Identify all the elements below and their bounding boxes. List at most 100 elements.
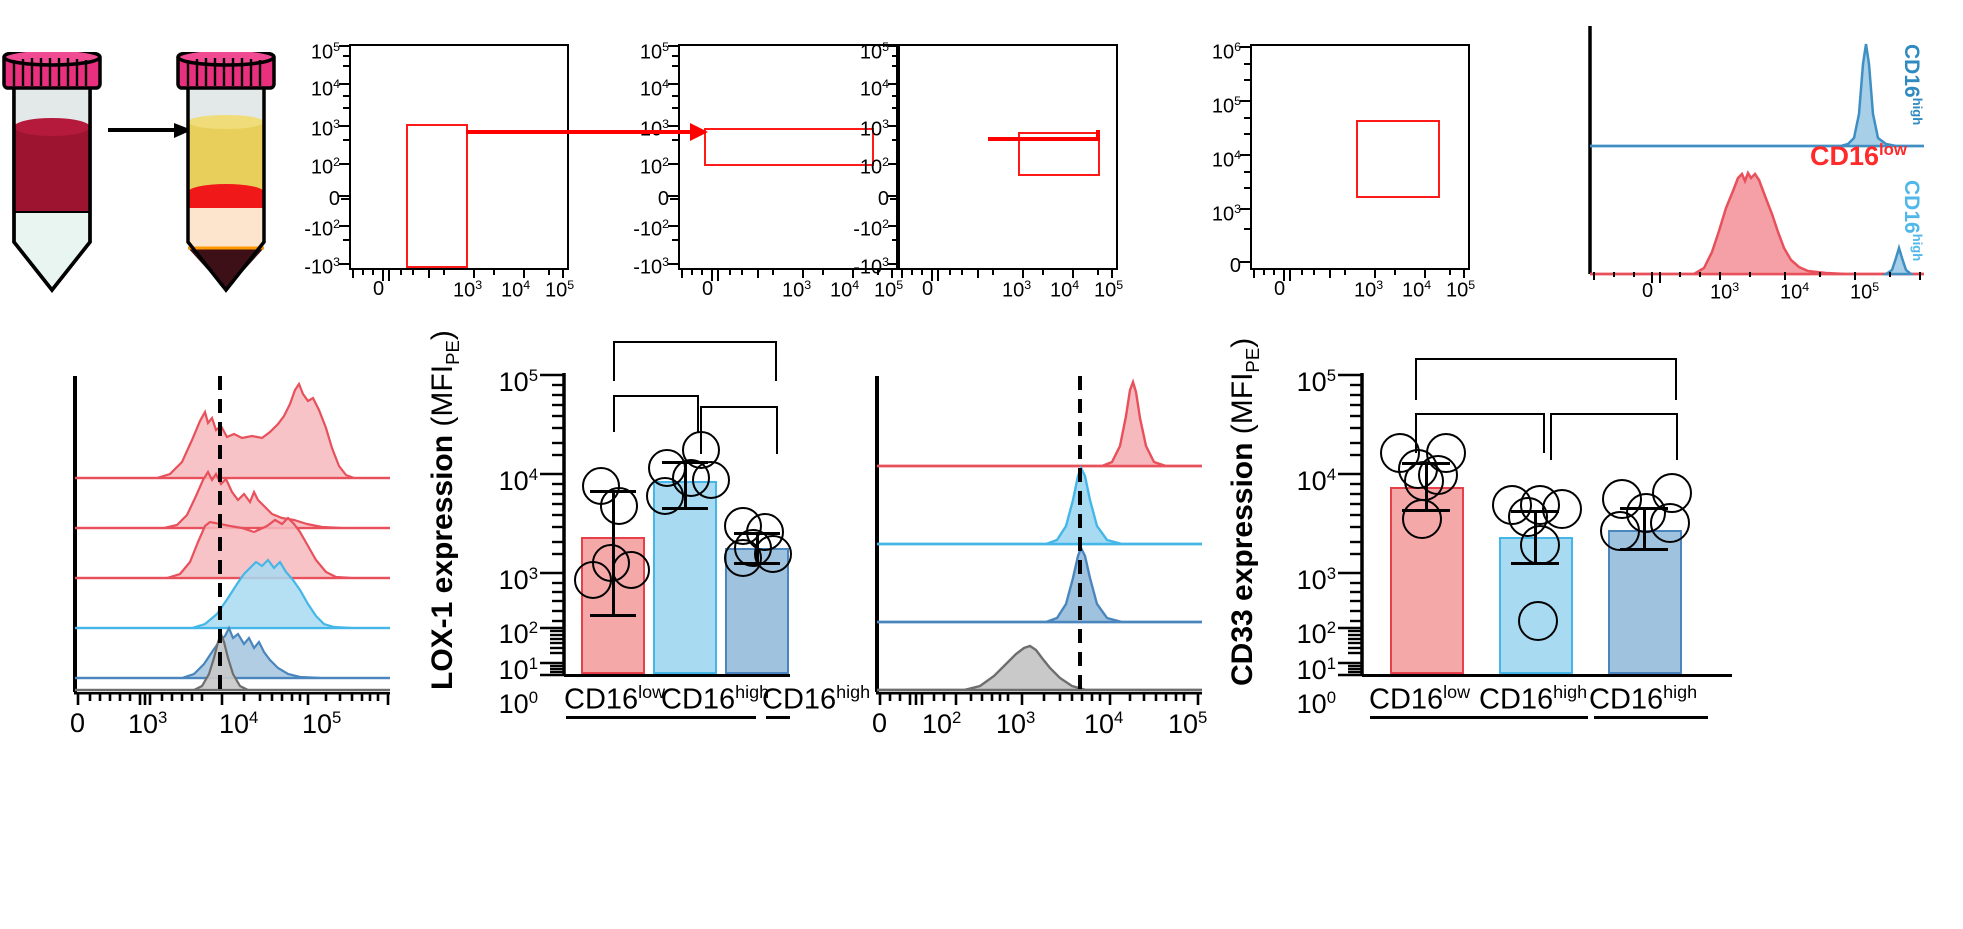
tick-label: 101 <box>498 654 538 685</box>
tick-label: 100 <box>1296 688 1336 719</box>
ficoll-arrow-icon <box>108 123 192 138</box>
data-point <box>692 461 730 499</box>
c1-y-ticks: 105 104 103 102 0 -102 -103 <box>834 40 889 279</box>
e-bar-cat-2: CD16high <box>1589 682 1698 716</box>
tick-label: 0 <box>1229 255 1241 277</box>
data-point <box>724 539 762 577</box>
c2-y-ticks: 106 105 104 103 0 <box>1186 40 1241 277</box>
b2-y-ticks: 105 104 103 102 0 -102 -103 <box>614 40 669 279</box>
c3-cd16high-bottom-label: CD16high <box>1900 180 1925 262</box>
tick-label: 102 <box>1296 618 1336 649</box>
d-bar-y-axis-title: LOX-1 expression (MFIPE) <box>426 330 463 690</box>
tick-label: 103 <box>1002 278 1032 302</box>
e-bracket-star-outer <box>1415 358 1677 400</box>
e-bar-y-axis <box>1338 373 1364 677</box>
tick-label: 103 <box>128 708 168 739</box>
tick-label: 0 <box>70 708 86 738</box>
tick-label: 103 <box>1296 564 1336 595</box>
e-bar-baseline <box>1362 674 1732 677</box>
c2-x-axis-ticks <box>1253 270 1465 281</box>
tick-label: 103 <box>310 117 340 141</box>
tick-label: 103 <box>782 278 812 302</box>
b1-gate-rect <box>406 124 468 268</box>
tick-label: 105 <box>1296 366 1336 397</box>
tick-label: 104 <box>219 708 259 739</box>
tick-label: 104 <box>830 278 860 302</box>
tube-before-ficoll <box>2 52 102 293</box>
c1-scatter-plot <box>898 44 1118 270</box>
data-point <box>1542 489 1582 529</box>
tick-label: -103 <box>633 255 669 279</box>
e-histogram-plot <box>875 376 1202 692</box>
tick-label: 103 <box>1710 280 1740 304</box>
data-point <box>1650 503 1690 543</box>
tick-label: 102 <box>310 155 340 179</box>
d-bar-groupline-0 <box>566 716 756 719</box>
tick-label: 104 <box>1780 280 1810 304</box>
tick-label: 105 <box>498 366 538 397</box>
tick-label: 0 <box>657 188 669 210</box>
tick-label: 100 <box>498 688 538 719</box>
b1-x-axis-ticks <box>352 270 564 281</box>
tick-label: 0 <box>702 278 714 300</box>
d-bar-y-axis <box>540 373 566 677</box>
errorbar-2-cap-bot <box>662 507 708 510</box>
c2-gate-rect <box>1356 120 1440 198</box>
tick-label: 0 <box>877 188 889 210</box>
c1-axis-ticks <box>888 45 898 265</box>
tick-label: 103 <box>1211 202 1241 226</box>
d-histogram-plot <box>73 376 390 692</box>
tick-label: 103 <box>639 117 669 141</box>
e-bar-plot-area <box>1362 373 1732 677</box>
d-bar-y-ticks: 105 104 103 102 101 100 <box>464 366 538 719</box>
tick-label: 102 <box>639 155 669 179</box>
b2-axis-ticks <box>668 45 678 265</box>
e-bar-y-axis-title: CD33 expression (MFIPE) <box>1226 337 1263 686</box>
panel-c: 105 104 103 102 0 -102 -103 <box>788 0 1963 310</box>
d-bar-baseline <box>564 674 790 677</box>
data-point <box>646 477 684 515</box>
c3-x-axis-ticks <box>1593 272 1921 283</box>
tick-label: -103 <box>304 255 340 279</box>
tick-label: 0 <box>922 278 934 300</box>
tick-label: 104 <box>859 77 889 101</box>
c2-axis-ticks <box>1240 46 1250 263</box>
tick-label: 104 <box>501 278 531 302</box>
e-bracket-starstar <box>1415 413 1545 453</box>
tick-label: 105 <box>1211 94 1241 118</box>
tick-label: 105 <box>545 278 575 302</box>
tick-label: 105 <box>859 40 889 64</box>
b2-x-axis-ticks <box>681 270 893 281</box>
tick-label: 104 <box>498 465 538 496</box>
b2-scatter-plot <box>678 44 898 270</box>
tick-label: -102 <box>304 217 340 241</box>
data-point <box>1402 499 1442 539</box>
tick-label: 105 <box>874 278 904 302</box>
panel-b: 105 104 103 102 0 -102 -103 <box>243 0 903 310</box>
panel-e: 0 102 103 104 105 CD33 expression (MFIPE… <box>790 318 1963 929</box>
tick-label: 102 <box>922 708 962 739</box>
tick-label: 105 <box>310 40 340 64</box>
tick-label: 0 <box>872 708 888 738</box>
tick-label: 105 <box>1168 708 1208 739</box>
tick-label: 103 <box>996 708 1036 739</box>
data-point <box>600 487 638 525</box>
panel-d: 0 103 104 105 LOX-1 expression (MFIPE) 1… <box>0 318 870 929</box>
tick-label: 0 <box>1642 280 1654 302</box>
c3-cd16low-label: CD16low <box>1810 140 1907 171</box>
tick-label: 103 <box>859 117 889 141</box>
tick-label: 104 <box>1050 278 1080 302</box>
tick-label: 103 <box>1354 278 1384 302</box>
d-bar-cat-2: CD16high <box>762 682 871 716</box>
data-point <box>1518 601 1558 641</box>
data-point <box>612 551 650 589</box>
e-bracket-ns <box>1550 413 1678 460</box>
c3-histogram <box>1588 26 1924 276</box>
tick-label: 103 <box>453 278 483 302</box>
e-bar-y-ticks: 105 104 103 102 101 100 <box>1262 366 1336 719</box>
d-hist-x-axis-ticks <box>74 692 390 705</box>
tick-label: 104 <box>1211 148 1241 172</box>
tick-label: 106 <box>1211 40 1241 64</box>
d-bracket-ns-inner <box>700 406 778 454</box>
tick-label: 103 <box>498 564 538 595</box>
